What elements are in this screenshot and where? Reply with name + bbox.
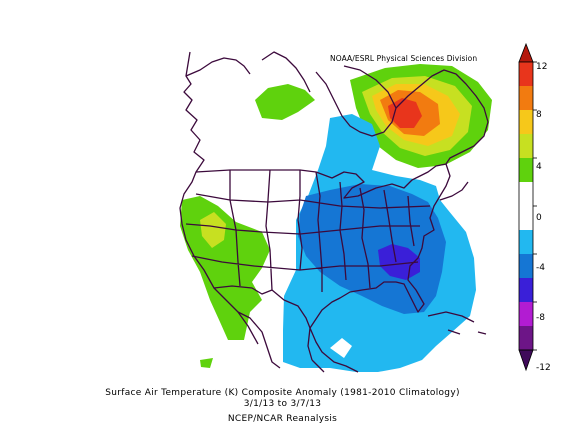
credit-label: NOAA/ESRL Physical Sciences Division: [330, 54, 478, 63]
colorbar-segment: [519, 158, 533, 182]
political-boundaries: [179, 51, 489, 373]
colorbar-tick-label: 4: [536, 162, 542, 172]
colorbar-segment: [519, 182, 533, 206]
colorbar-segment: [519, 302, 533, 326]
colorbar-tick-label: -12: [536, 363, 551, 373]
colorbar-bottom-arrow: [518, 349, 534, 372]
colorbar-frame: [518, 61, 534, 351]
canada-west-coast: [185, 51, 311, 93]
us-canada-border: [195, 163, 447, 199]
colorbar-tick-label: 8: [536, 110, 542, 120]
colorbar-segment: [519, 206, 533, 230]
us-state-lines: [185, 169, 431, 292]
colorbar-tick-label: 0: [536, 213, 542, 223]
hudson-bay: [315, 65, 397, 137]
quebec-labrador-coast: [395, 69, 489, 201]
colorbar-tick-label: -8: [536, 313, 545, 323]
colorbar-segment: [519, 326, 533, 350]
colorbar: [518, 42, 537, 372]
colorbar-tick-label: -4: [536, 263, 545, 273]
east-coastline: [307, 163, 451, 361]
colorbar-segment: [519, 86, 533, 110]
colorbar-segment: [519, 278, 533, 302]
colorbar-tick-label: 12: [536, 62, 548, 72]
colorbar-segment: [519, 254, 533, 278]
colorbar-segment: [519, 110, 533, 134]
caption-date-range: 3/1/13 to 3/7/13: [243, 399, 322, 409]
warm-anomaly-fill: [180, 64, 492, 368]
colorbar-top-arrow: [518, 42, 534, 63]
colorbar-segment: [519, 62, 533, 86]
caption-title: Surface Air Temperature (K) Composite An…: [105, 388, 460, 398]
colorbar-segment: [519, 230, 533, 254]
colorbar-segment: [519, 134, 533, 158]
islands: [427, 311, 487, 335]
mexico-coastline: [237, 311, 359, 373]
caption-source: NCEP/NCAR Reanalysis: [227, 414, 338, 424]
